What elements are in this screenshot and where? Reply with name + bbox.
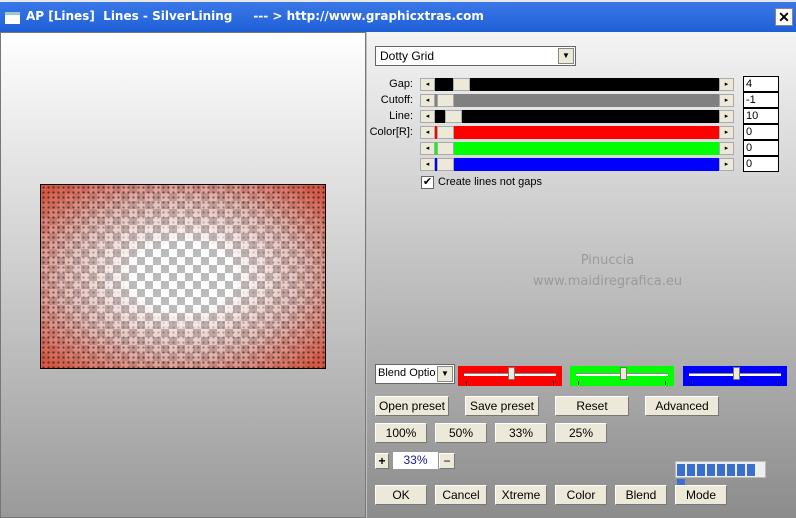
color-slider-thumb[interactable]: [620, 367, 627, 380]
scroll-right-icon[interactable]: ▸: [719, 126, 734, 139]
slider-track[interactable]: [435, 126, 719, 139]
progress-segment: [747, 464, 755, 476]
advanced-button[interactable]: Advanced: [645, 396, 719, 416]
progress-segment: [677, 464, 685, 476]
slider-label: Cutoff:: [380, 94, 413, 106]
cancel-button[interactable]: Cancel: [435, 485, 487, 505]
scroll-right-icon[interactable]: ▸: [719, 94, 734, 107]
scrollbar-slider[interactable]: ◂ ▸: [420, 142, 735, 155]
blend-dropdown-value: Blend Optio: [378, 367, 436, 379]
color-slider[interactable]: [458, 366, 562, 386]
window-icon: [5, 12, 20, 24]
color-slider[interactable]: [683, 366, 787, 386]
mode-button[interactable]: Mode: [675, 485, 727, 505]
slider-label: Gap:: [389, 78, 413, 90]
watermark: Pinuccia www.maidiregrafica.eu: [515, 250, 700, 292]
zoom-50-button[interactable]: 50%: [435, 423, 487, 443]
tick-mark: [665, 381, 666, 385]
slider-value[interactable]: -1: [743, 92, 779, 108]
slider-value[interactable]: 4: [743, 76, 779, 92]
slider-thumb[interactable]: [452, 78, 470, 91]
scroll-left-icon[interactable]: ◂: [420, 110, 435, 123]
zoom-100-button[interactable]: 100%: [375, 423, 427, 443]
create-lines-label: Create lines not gaps: [438, 176, 542, 188]
watermark-line2: www.maidiregrafica.eu: [532, 274, 683, 289]
tick-mark: [466, 381, 467, 385]
zoom-input[interactable]: 33%: [393, 452, 438, 469]
scroll-right-icon[interactable]: ▸: [719, 142, 734, 155]
scrollbar-slider[interactable]: ◂ ▸: [420, 78, 735, 91]
xtreme-button[interactable]: Xtreme: [495, 485, 547, 505]
preset-dropdown[interactable]: Dotty Grid ▼: [375, 46, 576, 66]
watermark-line1: Pinuccia: [580, 253, 635, 268]
scroll-left-icon[interactable]: ◂: [420, 94, 435, 107]
progress-segment: [717, 464, 725, 476]
tick-mark: [578, 381, 579, 385]
window-title: AP [Lines] Lines - SilverLining --- > ht…: [26, 9, 484, 23]
slider-track[interactable]: [435, 94, 719, 107]
color-button[interactable]: Color: [555, 485, 607, 505]
slider-thumb[interactable]: [437, 126, 454, 139]
scroll-right-icon[interactable]: ▸: [719, 110, 734, 123]
slider-value[interactable]: 0: [743, 140, 779, 156]
progress-bar: [675, 461, 766, 491]
slider-track[interactable]: [435, 110, 719, 123]
scrollbar-slider[interactable]: ◂ ▸: [420, 94, 735, 107]
tick-mark: [691, 381, 692, 385]
chevron-down-icon[interactable]: ▼: [437, 366, 453, 382]
scrollbar-slider[interactable]: ◂ ▸: [420, 126, 735, 139]
blend-button[interactable]: Blend: [615, 485, 667, 505]
chevron-down-icon[interactable]: ▼: [558, 48, 574, 64]
slider-track[interactable]: [435, 78, 719, 91]
tick-mark: [553, 381, 554, 385]
zoom-25-button[interactable]: 25%: [555, 423, 607, 443]
preset-dropdown-value: Dotty Grid: [380, 49, 435, 63]
slider-value[interactable]: 0: [743, 124, 779, 140]
scroll-right-icon[interactable]: ▸: [719, 158, 734, 171]
progress-segment: [737, 464, 745, 476]
save-preset-button[interactable]: Save preset: [465, 396, 539, 416]
scroll-left-icon[interactable]: ◂: [420, 78, 435, 91]
tick-mark: [778, 381, 779, 385]
zoom-out-button[interactable]: −: [439, 453, 455, 469]
slider-value[interactable]: 0: [743, 156, 779, 172]
reset-button[interactable]: Reset: [555, 396, 629, 416]
scrollbar-slider[interactable]: ◂ ▸: [420, 158, 735, 171]
color-slider[interactable]: [570, 366, 674, 386]
color-slider-thumb[interactable]: [733, 367, 740, 380]
blend-options-dropdown[interactable]: Blend Optio ▼: [375, 364, 455, 384]
slider-thumb[interactable]: [437, 158, 454, 171]
ok-button[interactable]: OK: [375, 485, 427, 505]
close-button[interactable]: ✕: [775, 8, 793, 26]
preview-image: [40, 184, 326, 369]
scroll-right-icon[interactable]: ▸: [719, 78, 734, 91]
zoom-33-button[interactable]: 33%: [495, 423, 547, 443]
slider-track[interactable]: [435, 142, 719, 155]
slider-thumb[interactable]: [437, 142, 454, 155]
zoom-in-button[interactable]: +: [375, 453, 389, 469]
slider-label: Line:: [389, 110, 413, 122]
slider-value[interactable]: 10: [743, 108, 779, 124]
progress-segment: [727, 464, 735, 476]
title-bar: AP [Lines] Lines - SilverLining --- > ht…: [0, 0, 796, 32]
progress-segment: [697, 464, 705, 476]
color-slider-thumb[interactable]: [508, 367, 515, 380]
scrollbar-slider[interactable]: ◂ ▸: [420, 110, 735, 123]
slider-label: Color[R]:: [369, 126, 413, 138]
progress-segment: [687, 464, 695, 476]
progress-segment: [707, 464, 715, 476]
slider-track[interactable]: [435, 158, 719, 171]
scroll-left-icon[interactable]: ◂: [420, 126, 435, 139]
scroll-left-icon[interactable]: ◂: [420, 142, 435, 155]
slider-thumb[interactable]: [444, 110, 462, 123]
open-preset-button[interactable]: Open preset: [375, 396, 449, 416]
slider-thumb[interactable]: [437, 94, 454, 107]
scroll-left-icon[interactable]: ◂: [420, 158, 435, 171]
create-lines-checkbox[interactable]: ✔: [421, 176, 434, 189]
